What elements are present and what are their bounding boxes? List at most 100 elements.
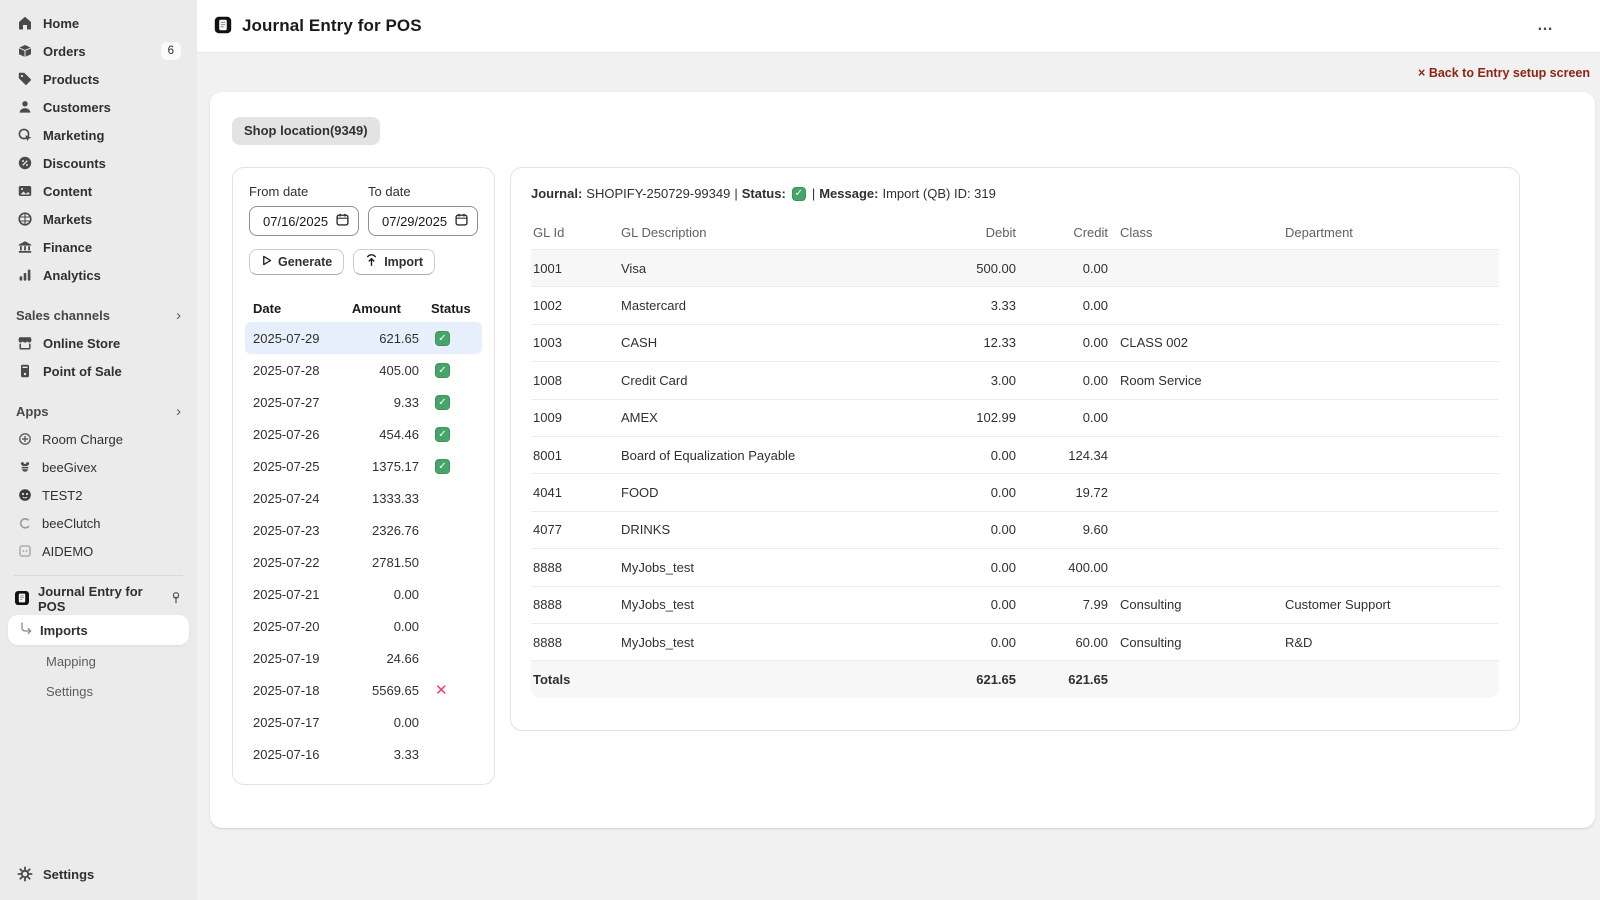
- shop-location-tab[interactable]: Shop location(9349): [232, 117, 380, 145]
- sidebar-item-test2[interactable]: TEST2: [8, 481, 189, 509]
- debit-cell: 0.00: [990, 634, 1016, 650]
- sidebar-item-beeclutch[interactable]: beeClutch: [8, 509, 189, 537]
- from-date-input[interactable]: 07/16/2025: [249, 206, 359, 236]
- content-image-icon: [16, 182, 34, 200]
- generate-button[interactable]: Generate: [249, 249, 345, 275]
- sidebar-item-finance[interactable]: Finance: [8, 233, 189, 261]
- status-column-header: Status: [431, 300, 471, 316]
- debit-cell: 500.00: [976, 260, 1016, 276]
- chevron-right-icon[interactable]: ›: [176, 402, 181, 420]
- sidebar-item-app-settings[interactable]: Settings: [8, 677, 189, 705]
- journal-table-row: 4041 FOOD 0.00 19.72: [531, 473, 1499, 510]
- day-date: 2025-07-24: [253, 490, 320, 506]
- page-title: Journal Entry for POS: [242, 16, 422, 35]
- credit-cell: 0.00: [1082, 260, 1108, 276]
- gl-description-cell: Credit Card: [621, 372, 688, 388]
- sidebar-item-point-of-sale[interactable]: Point of Sale: [8, 357, 189, 385]
- message-label: Message:: [819, 186, 879, 201]
- sidebar-item-settings[interactable]: Settings: [8, 860, 189, 888]
- sidebar-item-analytics[interactable]: Analytics: [8, 261, 189, 289]
- sidebar-item-beegivex[interactable]: beeGivex: [8, 453, 189, 481]
- to-date-value: 07/29/2025: [382, 213, 448, 229]
- day-row[interactable]: 2025-07-17 0.00: [245, 706, 482, 738]
- sidebar-item-mapping[interactable]: Mapping: [8, 647, 189, 675]
- day-row[interactable]: 2025-07-21 0.00: [245, 578, 482, 610]
- room-charge-app-icon: [17, 431, 33, 447]
- gear-icon: [16, 865, 34, 883]
- sidebar-item-discounts[interactable]: Discounts: [8, 149, 189, 177]
- sidebar-item-label: Mapping: [46, 653, 96, 669]
- department-cell: Customer Support: [1285, 597, 1391, 613]
- credit-cell: 0.00: [1082, 298, 1108, 314]
- day-row[interactable]: 2025-07-18 5569.65 ✕: [245, 674, 482, 706]
- day-status-cell: ✓: [429, 394, 474, 410]
- journal-table-row: 1001 Visa 500.00 0.00: [531, 249, 1499, 287]
- elbow-arrow-icon: [19, 622, 33, 639]
- aidemo-app-icon: [17, 543, 33, 559]
- sidebar-section-sales-channels[interactable]: Sales channels ›: [8, 301, 189, 329]
- sidebar-item-content[interactable]: Content: [8, 177, 189, 205]
- discounts-percent-icon: [16, 154, 34, 172]
- sidebar-item-orders[interactable]: Orders 6: [8, 37, 189, 65]
- journal-panel: Journal: SHOPIFY-250729-99349 | Status: …: [510, 167, 1520, 731]
- day-row[interactable]: 2025-07-25 1375.17 ✓: [245, 450, 482, 482]
- day-row[interactable]: 2025-07-26 454.46 ✓: [245, 418, 482, 450]
- sidebar-item-label: Settings: [43, 866, 95, 882]
- sidebar-section-apps[interactable]: Apps ›: [8, 397, 189, 425]
- gl-description-cell: AMEX: [621, 410, 658, 426]
- gl-id-header: GL Id: [533, 224, 565, 240]
- gl-id-cell: 1008: [533, 372, 562, 388]
- journal-table-row: 1003 CASH 12.33 0.00 CLASS 002: [531, 323, 1499, 361]
- sidebar-item-markets[interactable]: Markets: [8, 205, 189, 233]
- sidebar-item-products[interactable]: Products: [8, 65, 189, 93]
- day-status-cell: ✓: [429, 362, 474, 378]
- marketing-target-icon: [16, 126, 34, 144]
- sidebar-item-label: Point of Sale: [43, 363, 122, 379]
- pin-icon[interactable]: [169, 591, 183, 608]
- success-check-icon: ✓: [435, 330, 450, 346]
- credit-cell: 9.60: [1082, 522, 1108, 538]
- department-cell: R&D: [1285, 634, 1313, 650]
- sidebar-item-label: Customers: [43, 99, 111, 115]
- day-amount: 2326.76: [372, 522, 419, 538]
- to-date-input[interactable]: 07/29/2025: [368, 206, 478, 236]
- day-row[interactable]: 2025-07-27 9.33 ✓: [245, 386, 482, 418]
- days-list-header: Date Amount Status: [245, 296, 482, 320]
- sidebar-item-imports[interactable]: Imports: [8, 615, 189, 645]
- orders-count-badge: 6: [160, 42, 181, 60]
- days-list: 2025-07-29 621.65 ✓ 2025-07-28 405.00: [245, 322, 482, 770]
- day-row[interactable]: 2025-07-16 3.33: [245, 738, 482, 770]
- day-amount: 1333.33: [372, 490, 419, 506]
- debit-cell: 0.00: [990, 559, 1016, 575]
- sidebar-item-online-store[interactable]: Online Store: [8, 329, 189, 357]
- sidebar-item-aidemo[interactable]: AIDEMO: [8, 537, 189, 565]
- play-icon: [261, 255, 272, 269]
- sidebar-item-label: Online Store: [43, 335, 121, 351]
- gl-description-cell: MyJobs_test: [621, 559, 694, 575]
- day-row[interactable]: 2025-07-20 0.00: [245, 610, 482, 642]
- sidebar-item-journal-entry-app[interactable]: Journal Entry for POS: [8, 584, 189, 614]
- day-row[interactable]: 2025-07-22 2781.50: [245, 546, 482, 578]
- day-row[interactable]: 2025-07-24 1333.33: [245, 482, 482, 514]
- day-row[interactable]: 2025-07-19 24.66: [245, 642, 482, 674]
- day-row[interactable]: 2025-07-23 2326.76: [245, 514, 482, 546]
- sidebar-item-home[interactable]: Home: [8, 9, 189, 37]
- day-status-cell: ✓: [429, 330, 474, 346]
- test2-app-icon: [17, 487, 33, 503]
- sidebar-item-marketing[interactable]: Marketing: [8, 121, 189, 149]
- amount-column-header: Amount: [351, 300, 401, 316]
- sidebar-item-customers[interactable]: Customers: [8, 93, 189, 121]
- day-row[interactable]: 2025-07-29 621.65 ✓: [245, 322, 482, 354]
- sidebar-item-label: AIDEMO: [42, 543, 94, 559]
- day-date: 2025-07-16: [253, 746, 320, 762]
- more-options-icon[interactable]: …: [1537, 17, 1554, 34]
- day-amount: 2781.50: [372, 554, 419, 570]
- import-button[interactable]: Import: [353, 249, 436, 275]
- credit-cell: 19.72: [1075, 485, 1108, 501]
- chevron-right-icon[interactable]: ›: [176, 306, 181, 324]
- orders-icon: [16, 42, 34, 60]
- sidebar-item-room-charge[interactable]: Room Charge: [8, 425, 189, 453]
- gl-id-cell: 8888: [533, 559, 562, 575]
- back-to-entry-setup-link[interactable]: × Back to Entry setup screen: [1418, 65, 1590, 80]
- day-row[interactable]: 2025-07-28 405.00 ✓: [245, 354, 482, 386]
